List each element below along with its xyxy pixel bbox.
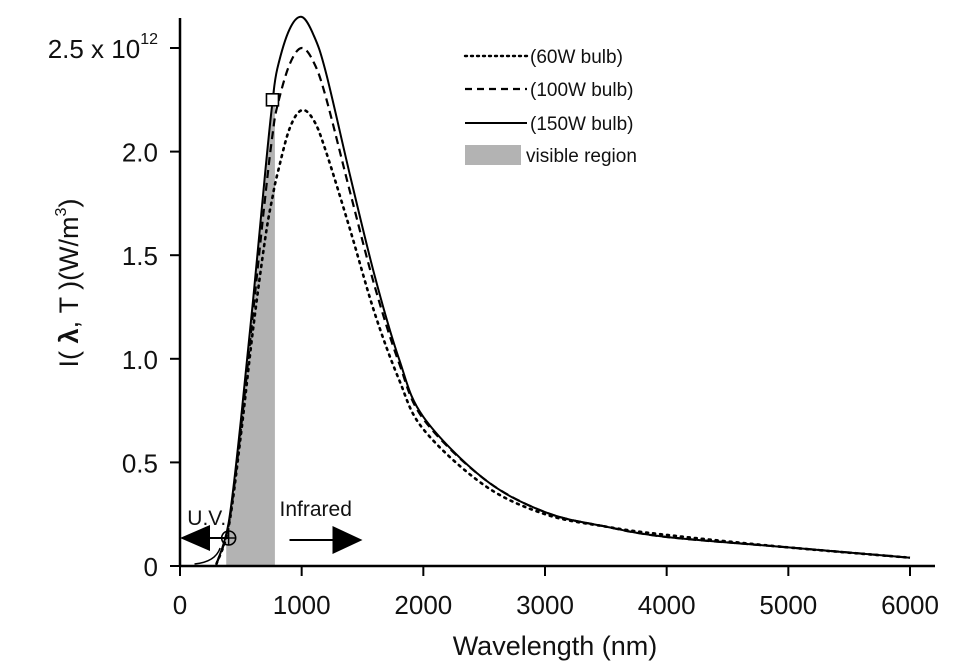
legend-label-100w: (100W bulb) bbox=[530, 80, 634, 101]
y-ticks: 0 0.5 1.0 1.5 2.0 2.5 x 1012 bbox=[48, 31, 180, 582]
x-tick-label: 5000 bbox=[759, 590, 817, 620]
y-axis-title-suffix: ) bbox=[54, 199, 84, 208]
x-axis-title: Wavelength (nm) bbox=[453, 631, 658, 661]
legend-label-visible: visible region bbox=[526, 146, 637, 167]
x-tick-label: 6000 bbox=[881, 590, 939, 620]
infrared-arrowhead bbox=[332, 526, 363, 554]
y-axis-title-prefix: I( bbox=[54, 343, 84, 367]
y-tick-label: 0 bbox=[144, 552, 158, 582]
y-tick-label: 2.0 bbox=[122, 138, 158, 168]
x-tick-label: 3000 bbox=[516, 590, 574, 620]
y-tick-label: 1.5 bbox=[122, 241, 158, 271]
x-tick-label: 1000 bbox=[273, 590, 331, 620]
y-axis-title-lambda: λ bbox=[54, 328, 84, 343]
infrared-label: Infrared bbox=[280, 498, 352, 521]
uv-label: U.V. bbox=[187, 507, 226, 530]
series-line-60w-bulb bbox=[215, 108, 912, 566]
series-layer bbox=[215, 15, 912, 566]
legend: (60W bulb) (100W bulb) (150W bulb) visib… bbox=[463, 47, 637, 167]
legend-swatch-visible bbox=[465, 145, 521, 165]
uv-arrowhead bbox=[180, 525, 210, 551]
y-axis-title-mid: , T )(W/m bbox=[54, 216, 84, 328]
legend-label-60w: (60W bulb) bbox=[530, 47, 623, 68]
y-tick-label: 0.5 bbox=[122, 448, 158, 478]
annotations: U.V. Infrared bbox=[180, 93, 363, 565]
x-tick-label: 0 bbox=[173, 590, 187, 620]
y-tick-label: 1.0 bbox=[122, 345, 158, 375]
legend-label-150w: (150W bulb) bbox=[530, 114, 634, 135]
x-ticks: 0 1000 2000 3000 4000 5000 6000 bbox=[173, 566, 939, 620]
visible-edge-marker bbox=[265, 93, 280, 107]
y-axis-title: I( λ, T )(W/m3) bbox=[53, 199, 84, 368]
uv-tail-curve bbox=[194, 547, 221, 565]
y-tick-label: 2.5 x 1012 bbox=[48, 31, 158, 64]
x-tick-label: 2000 bbox=[394, 590, 452, 620]
y-axis-title-sup: 3 bbox=[53, 207, 70, 216]
series-line-150w-bulb bbox=[215, 15, 911, 565]
x-tick-label: 4000 bbox=[638, 590, 696, 620]
